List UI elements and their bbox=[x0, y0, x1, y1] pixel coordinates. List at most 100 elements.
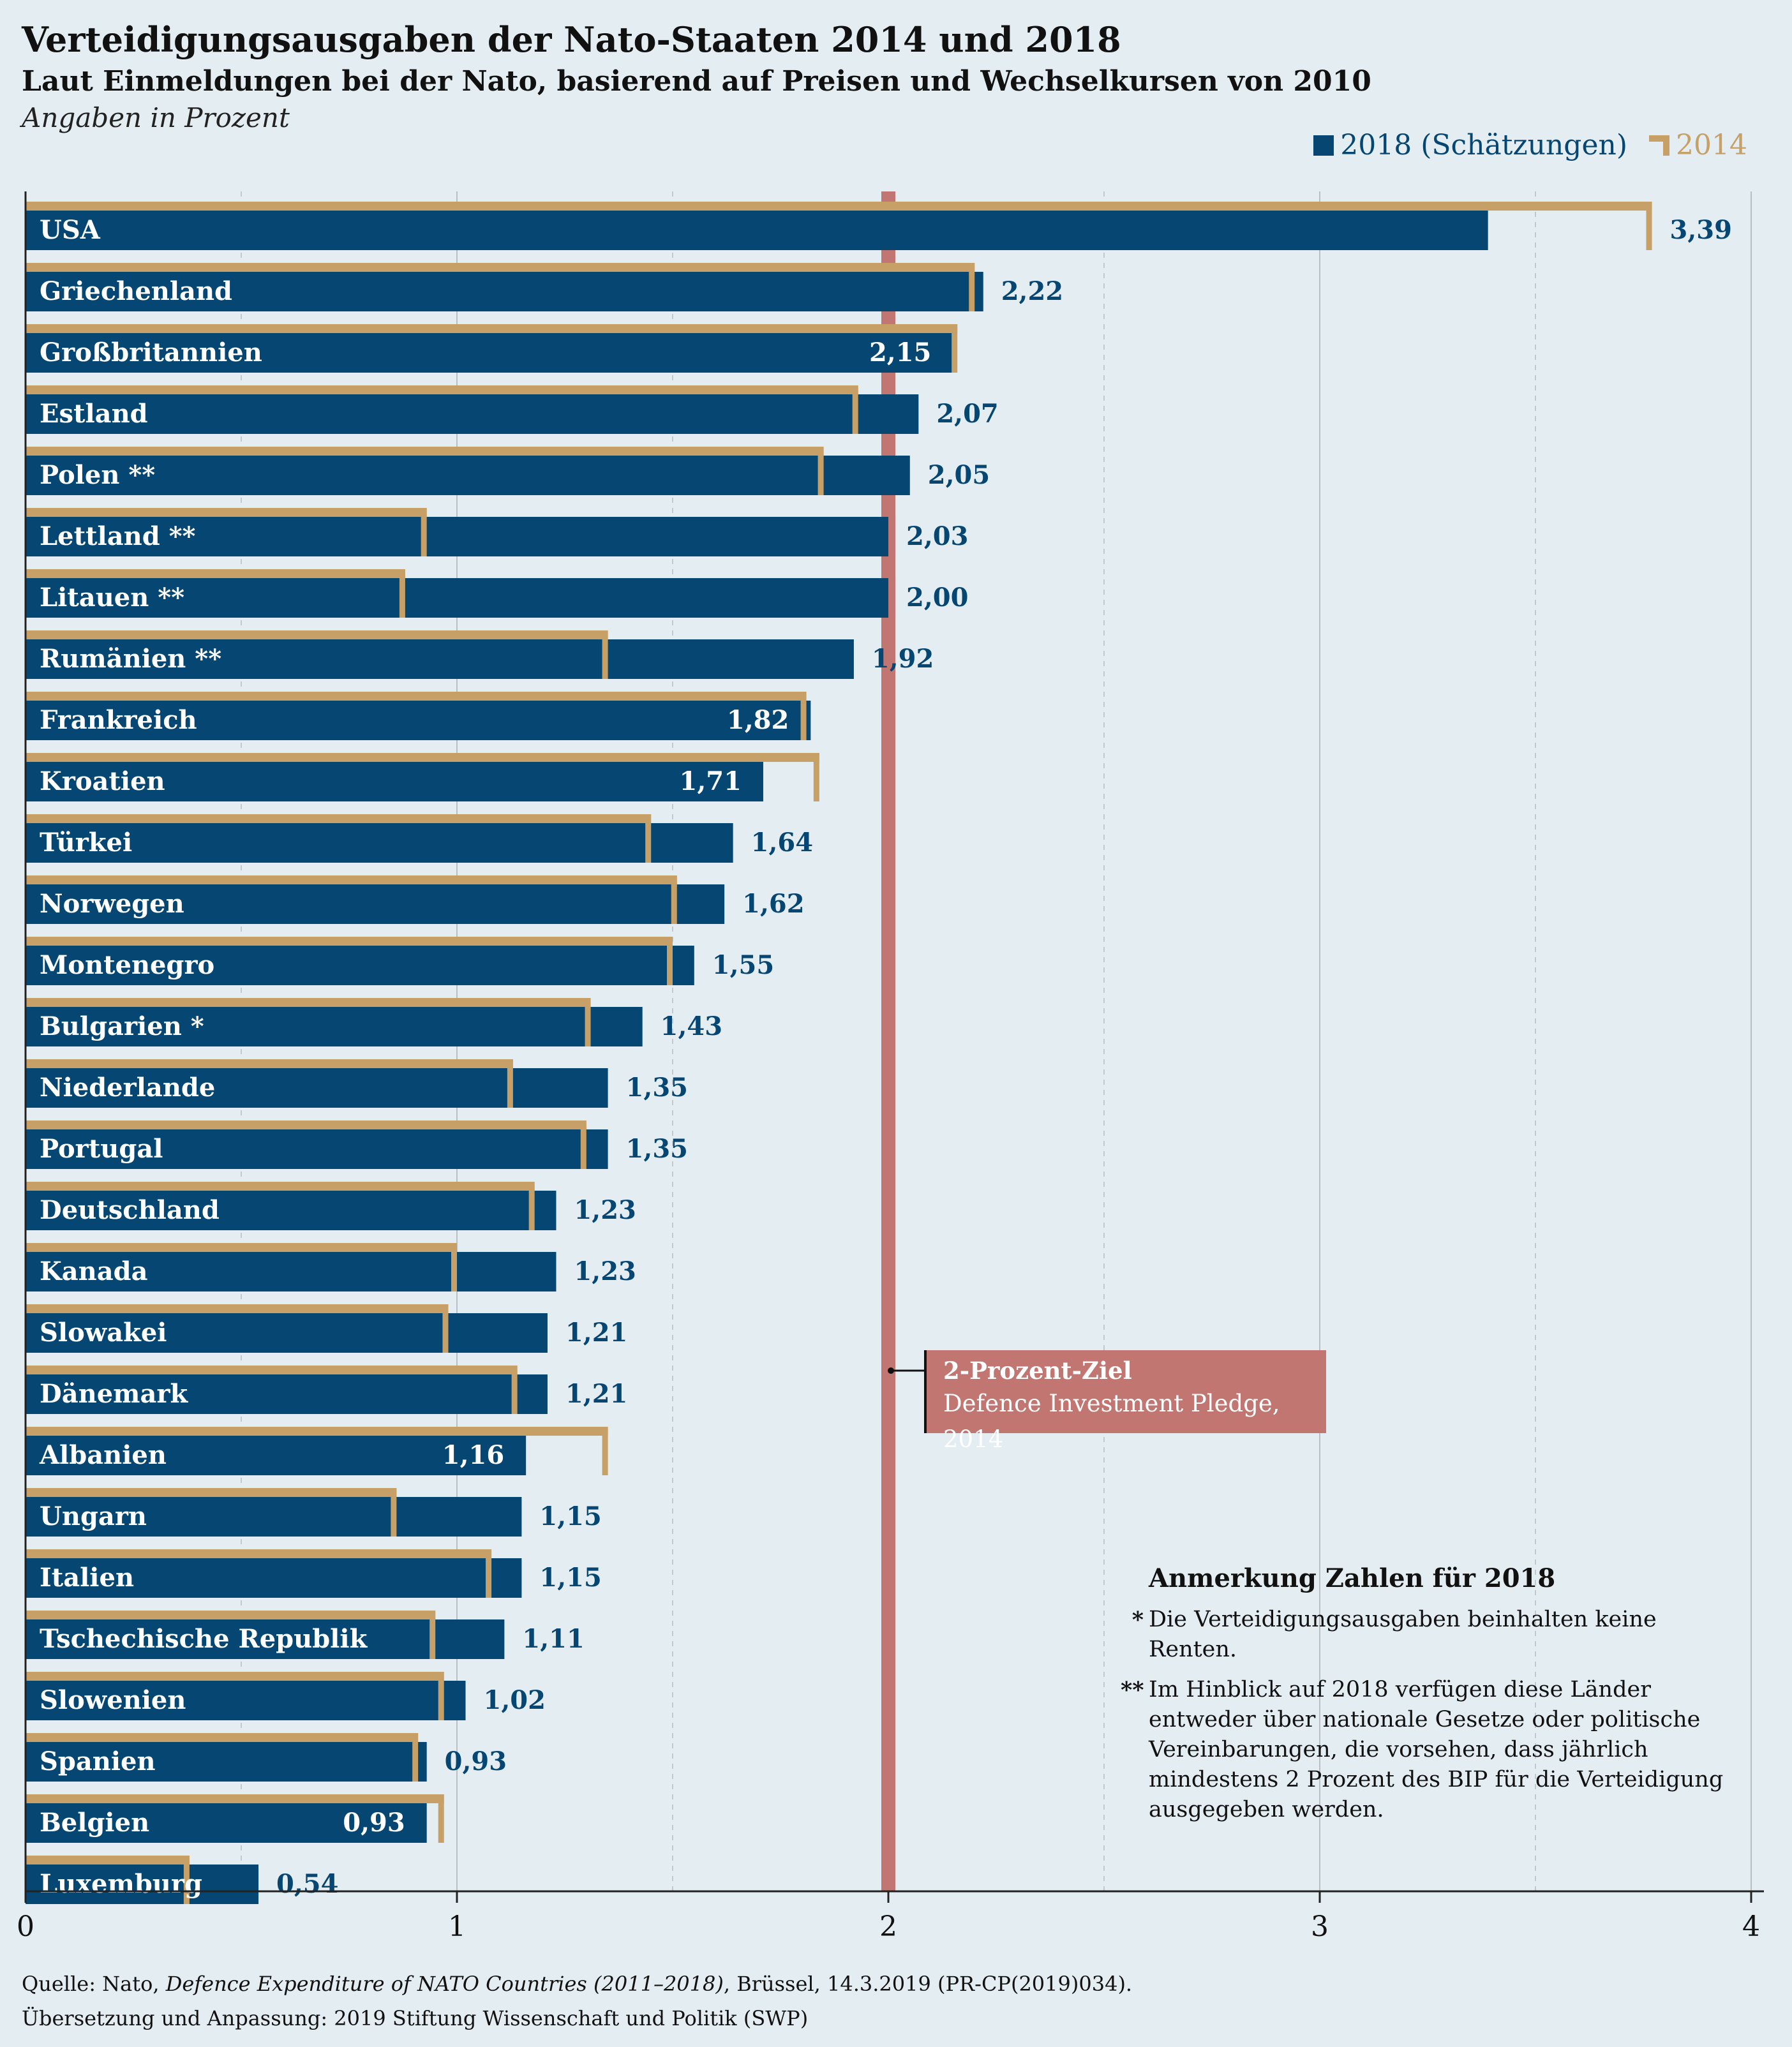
bar-2014-marker bbox=[438, 1794, 444, 1843]
bar-2014 bbox=[26, 1856, 190, 1865]
category-label: Griechenland bbox=[40, 276, 232, 306]
source-suffix: , Brüssel, 14.3.2019 (PR-CP(2019)034). bbox=[723, 1972, 1133, 1996]
category-label: Dänemark bbox=[40, 1379, 188, 1409]
bar-2014-marker bbox=[412, 1733, 419, 1782]
target-annotation-subtitle: Defence Investment Pledge, 2014 bbox=[943, 1390, 1280, 1453]
bar-2018 bbox=[26, 1313, 548, 1353]
bar-2014 bbox=[26, 814, 652, 823]
bar-2014 bbox=[26, 998, 591, 1007]
bar-2018 bbox=[26, 578, 888, 618]
bar-2014 bbox=[26, 385, 858, 394]
notes-title: Anmerkung Zahlen für 2018 bbox=[1149, 1563, 1556, 1593]
chart-subtitle: Laut Einmeldungen bei der Nato, basieren… bbox=[22, 65, 1371, 98]
category-label: Norwegen bbox=[40, 889, 184, 919]
bar-2014-marker bbox=[969, 263, 975, 311]
value-label: 1,21 bbox=[565, 1379, 627, 1409]
value-label: 1,64 bbox=[751, 828, 813, 858]
bar-2014-marker bbox=[391, 1488, 397, 1537]
note-item: ** Im Hinblick auf 2018 verfügen diese L… bbox=[1121, 1675, 1727, 1825]
bar-2018 bbox=[26, 1191, 556, 1230]
bar-2014 bbox=[26, 630, 608, 639]
bar-2018 bbox=[26, 1619, 505, 1659]
target-line bbox=[881, 191, 895, 1891]
bar-2014-marker bbox=[528, 1182, 535, 1230]
bar-2014 bbox=[26, 1304, 449, 1313]
bar-2014 bbox=[26, 569, 405, 578]
note-item: * Die Verteidigungsausgaben beinhalten k… bbox=[1121, 1605, 1727, 1665]
bar-2014-marker bbox=[429, 1611, 436, 1659]
chart-title: Verteidigungsausgaben der Nato-Staaten 2… bbox=[22, 19, 1121, 60]
bar-2014 bbox=[26, 937, 673, 946]
bar-2014-marker bbox=[602, 630, 608, 679]
bar-2014 bbox=[26, 1243, 457, 1252]
bar-2014 bbox=[26, 1733, 419, 1742]
legend-label-2014: 2014 bbox=[1676, 129, 1747, 161]
category-label: USA bbox=[40, 215, 101, 245]
value-label: 1,11 bbox=[522, 1624, 584, 1654]
bar-2018 bbox=[26, 394, 919, 434]
value-label: 1,35 bbox=[626, 1073, 688, 1103]
note-mark: * bbox=[1131, 1607, 1144, 1633]
bar-2014 bbox=[26, 1059, 513, 1068]
category-label: Deutschland bbox=[40, 1195, 220, 1225]
bar-2018 bbox=[26, 456, 910, 495]
bar-2018 bbox=[26, 639, 854, 679]
bar-2014-marker bbox=[602, 1427, 608, 1475]
value-label: 2,07 bbox=[936, 399, 998, 429]
value-label: 1,82 bbox=[727, 705, 789, 735]
note-text: Die Verteidigungsausgaben beinhalten kei… bbox=[1149, 1607, 1657, 1662]
bar-2014 bbox=[26, 447, 824, 456]
bar-2014 bbox=[26, 753, 819, 762]
bar-2014 bbox=[26, 1366, 518, 1374]
bar-2018 bbox=[26, 884, 725, 924]
bar-2018 bbox=[26, 1497, 522, 1537]
bar-2014-marker bbox=[667, 937, 673, 985]
bar-2014-marker bbox=[813, 753, 819, 801]
bar-2014 bbox=[26, 508, 427, 517]
value-label: 2,00 bbox=[906, 583, 968, 613]
x-tick-label: 2 bbox=[879, 1910, 897, 1943]
bar-2014-marker bbox=[421, 508, 427, 556]
bar-2018 bbox=[26, 517, 888, 556]
bar-2014-marker bbox=[580, 1120, 586, 1169]
legend-item-2014: 2014 bbox=[1649, 129, 1747, 161]
source-line: Quelle: Nato, Defence Expenditure of NAT… bbox=[22, 1972, 1132, 1996]
bar-2014-marker bbox=[800, 692, 807, 740]
bar-2014 bbox=[26, 263, 975, 272]
value-label: 3,39 bbox=[1670, 215, 1732, 245]
category-label: Luxemburg bbox=[40, 1869, 202, 1899]
bar-2014 bbox=[26, 202, 1652, 211]
bar-2014-marker bbox=[486, 1549, 492, 1598]
bar-2018 bbox=[26, 701, 811, 740]
value-label: 1,23 bbox=[574, 1256, 636, 1286]
bar-2014-marker bbox=[183, 1856, 190, 1904]
source-prefix: Quelle: Nato, bbox=[22, 1972, 166, 1996]
bar-2014-marker bbox=[585, 998, 591, 1046]
bar-2014-marker bbox=[442, 1304, 449, 1353]
category-label: Polen ** bbox=[40, 460, 155, 490]
bar-2018 bbox=[26, 272, 983, 311]
target-annotation-title: 2-Prozent-Ziel bbox=[943, 1357, 1132, 1385]
bar-2018 bbox=[26, 333, 953, 373]
bar-2014-marker bbox=[507, 1059, 513, 1108]
legend-label-2018: 2018 (Schätzungen) bbox=[1340, 129, 1628, 161]
notes-panel: Anmerkung Zahlen für 2018 * Die Verteidi… bbox=[1121, 1563, 1727, 1835]
value-label: 1,71 bbox=[680, 766, 742, 796]
category-label: Belgien bbox=[40, 1808, 149, 1838]
target-annotation: 2-Prozent-Ziel Defence Investment Pledge… bbox=[924, 1350, 1326, 1453]
bar-2018 bbox=[26, 1129, 608, 1169]
bar-2014 bbox=[26, 1549, 492, 1558]
bar-2014 bbox=[26, 1120, 586, 1129]
category-label: Rumänien ** bbox=[40, 644, 221, 674]
category-label: Großbritannien bbox=[40, 338, 262, 368]
bar-2018 bbox=[26, 1681, 466, 1720]
category-label: Lettland ** bbox=[40, 521, 196, 551]
bar-2014-marker bbox=[438, 1672, 444, 1720]
bar-2018 bbox=[26, 211, 1488, 250]
bar-2014-marker bbox=[818, 447, 824, 495]
bar-2014-marker bbox=[511, 1366, 518, 1414]
x-tick-label: 4 bbox=[1742, 1910, 1760, 1943]
x-tick-label: 3 bbox=[1311, 1910, 1329, 1943]
value-label: 1,43 bbox=[661, 1011, 722, 1041]
value-label: 1,55 bbox=[712, 950, 774, 980]
